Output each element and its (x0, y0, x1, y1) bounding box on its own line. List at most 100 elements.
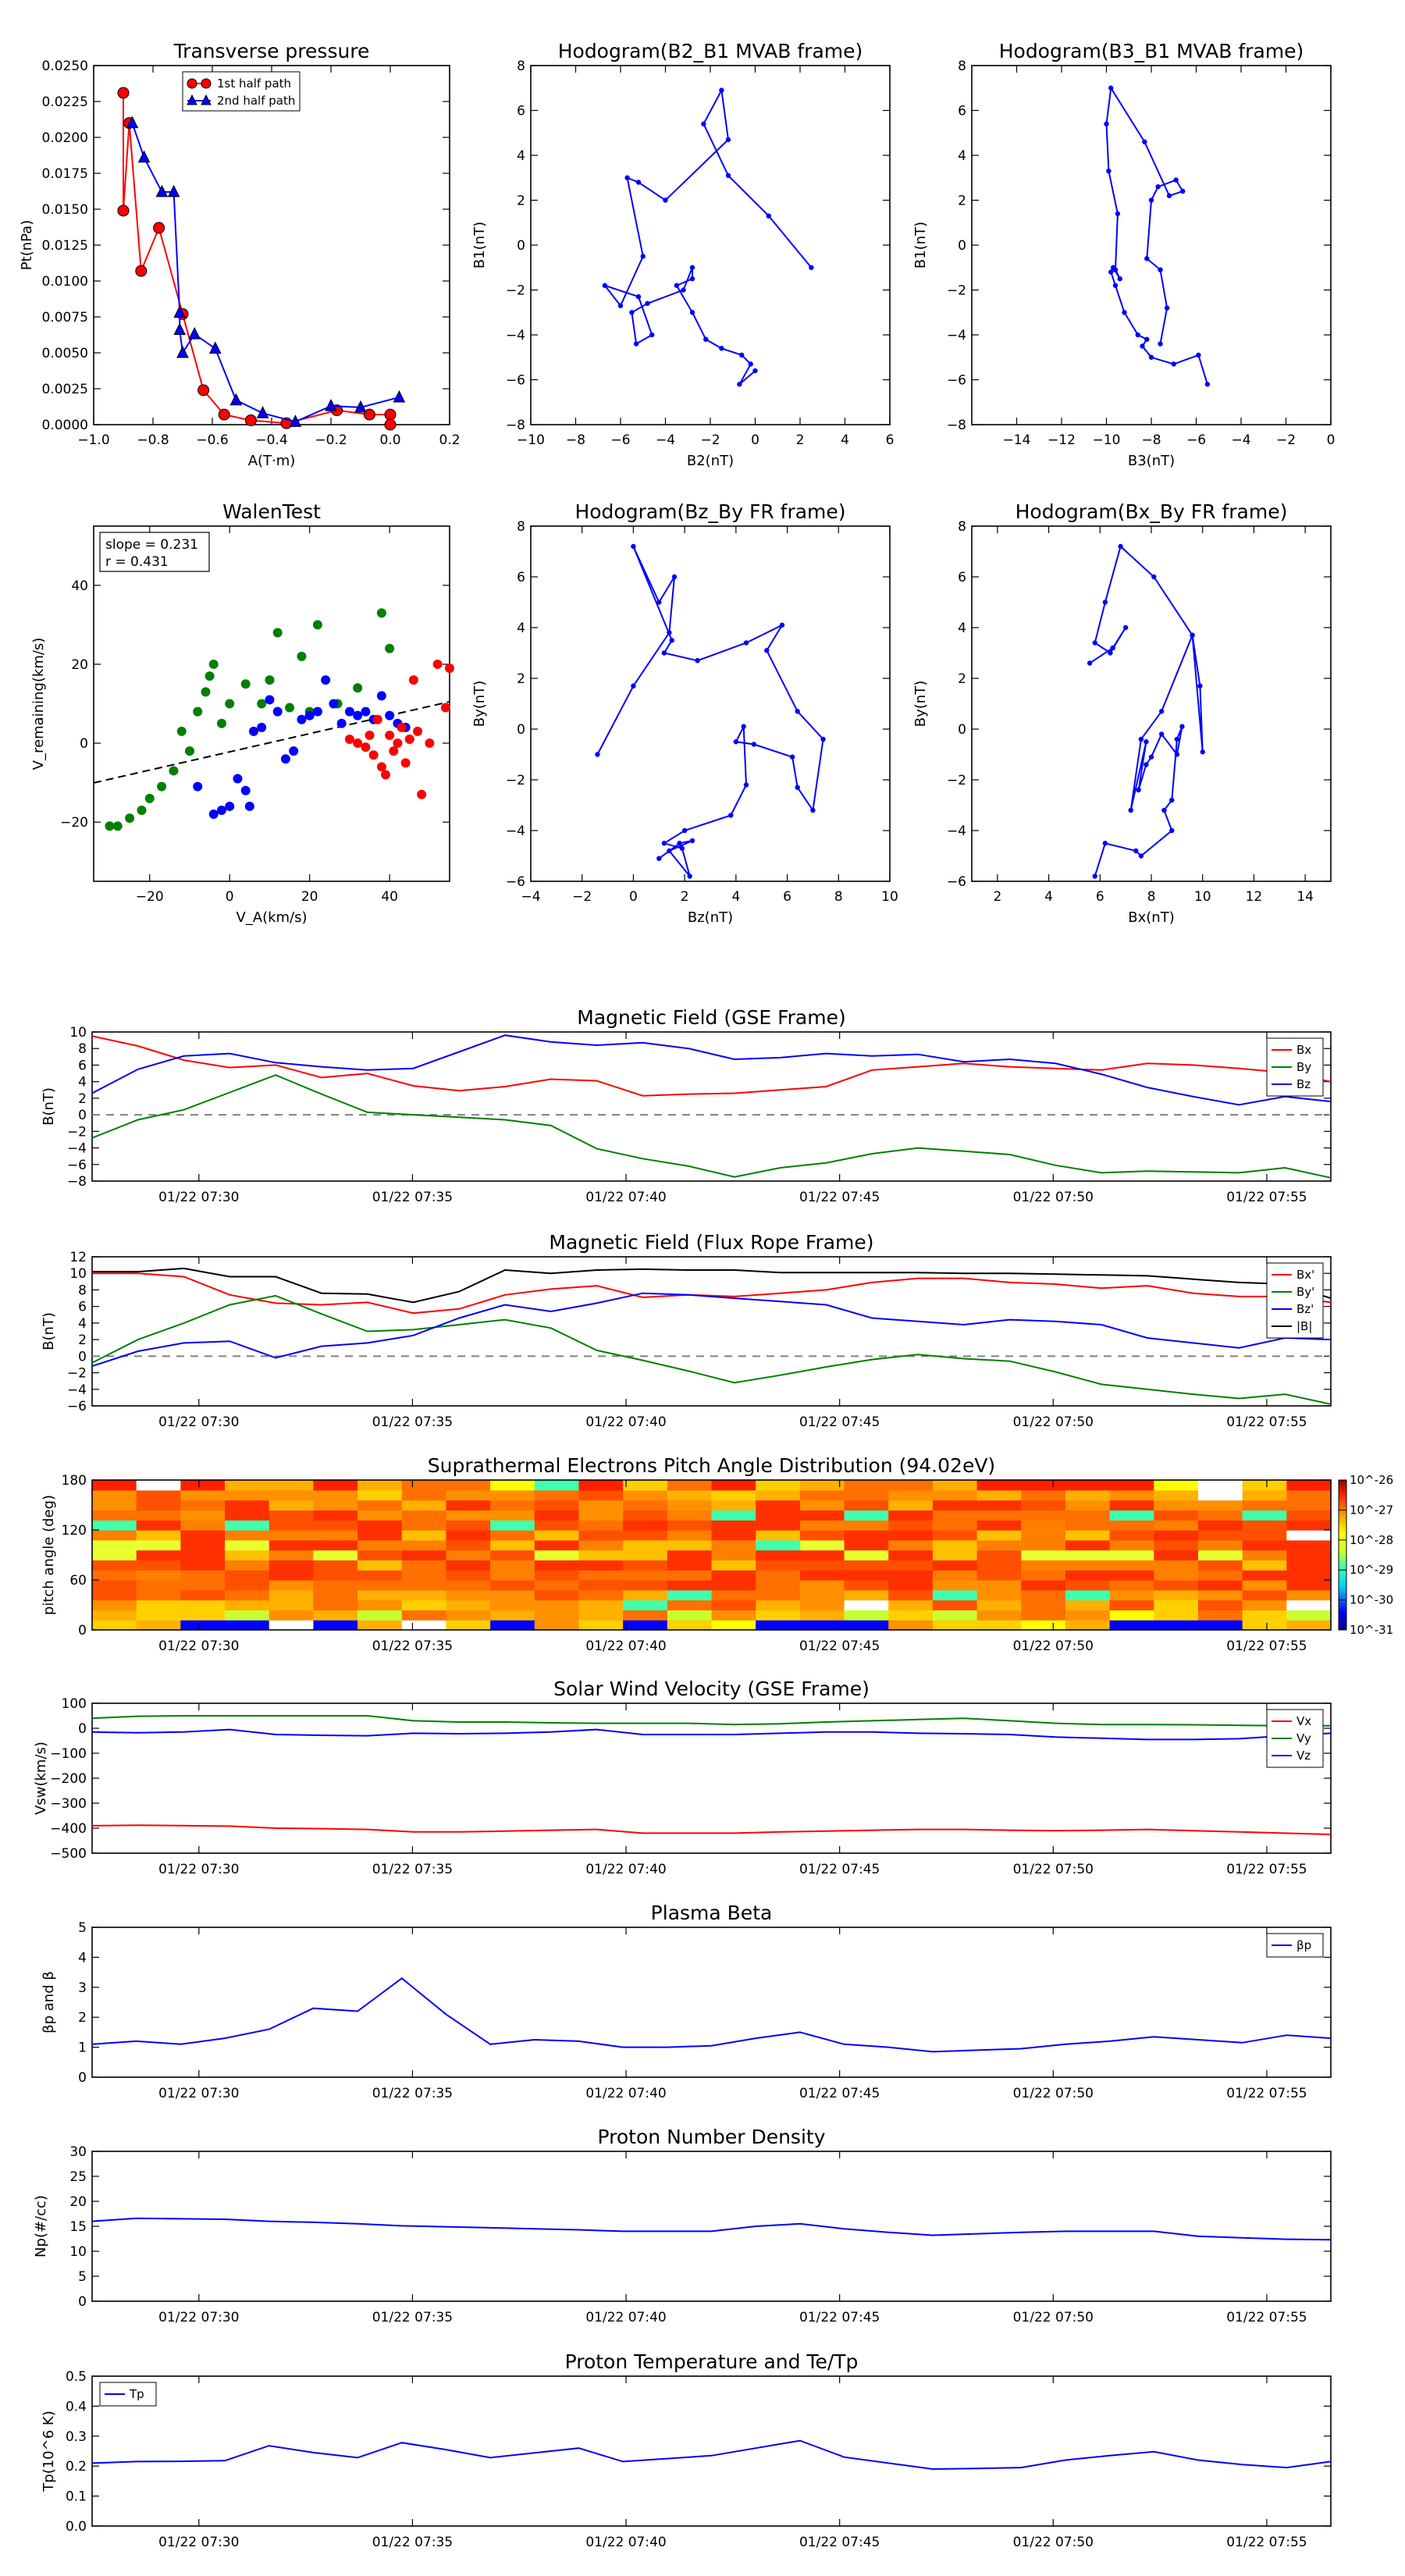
walen-xlabel: V_A(km/s) (236, 909, 307, 926)
pad-cell (932, 1520, 978, 1531)
bgse-legend-label: By (1297, 1060, 1311, 1074)
pad-cell (756, 1589, 801, 1601)
pad-cell (1109, 1580, 1154, 1591)
h13-point (1144, 256, 1150, 262)
hzy-point (595, 752, 600, 757)
pad-cell (136, 1550, 181, 1560)
pad-cell (578, 1610, 624, 1621)
hxy-point (1158, 731, 1165, 737)
pad-cell (799, 1530, 845, 1541)
pad-cell (711, 1539, 756, 1551)
vsw-time-tick-label: 01/22 07:40 (585, 1862, 666, 1877)
hxy-point (1102, 841, 1108, 846)
pad-cell (92, 1480, 137, 1491)
hxy-point (1118, 543, 1123, 550)
pad-cell (1021, 1480, 1066, 1491)
h13-point (1108, 85, 1114, 91)
pad-cell (667, 1510, 713, 1521)
pad-cell (401, 1620, 447, 1631)
pad-cell (1154, 1530, 1199, 1541)
panel-tpp: 0.0 0.1 0.2 0.3 0.4 0.5 01/22 07:30 01/22 07:35… (41, 2350, 1332, 2550)
pad-cell (313, 1620, 358, 1631)
hzy-ytick-label: 2 (517, 671, 525, 687)
np-ytick-label: 0 (78, 2294, 87, 2310)
pad-cell (357, 1570, 403, 1581)
hzy-point (689, 838, 695, 844)
hxy-point (1122, 624, 1129, 631)
pad-cell (844, 1599, 889, 1610)
hxy-point (1108, 650, 1113, 656)
h12-point (703, 336, 709, 342)
bgse-ytick-label: 8 (78, 1041, 87, 1057)
panel-h13: −8 −6 −4 −2 0 2 4 6 8 −14 −12 −10 −8 −6 −4 −2 0 Hodogram(… (912, 40, 1335, 469)
h13-point (1180, 188, 1186, 194)
pad-colorbar (1338, 1479, 1347, 1631)
pad-cell (578, 1500, 624, 1510)
walen-point-red (432, 659, 443, 669)
pad-cell (623, 1530, 668, 1541)
bfr-time-tick-label: 01/22 07:50 (1013, 1414, 1094, 1430)
pad-ytick-label: 120 (62, 1523, 87, 1539)
pad-cell (667, 1480, 713, 1491)
pad-cell (799, 1520, 845, 1531)
tp-point-triangle (167, 184, 180, 197)
pad-cell (932, 1589, 978, 1601)
pad-cell (1197, 1480, 1243, 1491)
bfr-ytick-label: 10 (69, 1266, 87, 1282)
pad-cell (490, 1500, 535, 1510)
beta-ytick-label: 1 (78, 2041, 87, 2056)
h13-ytick-label: 2 (958, 194, 966, 209)
hxy-xtick-label: 8 (1147, 889, 1156, 905)
hxy-point (1138, 736, 1144, 742)
pad-cell (888, 1550, 934, 1560)
hxy-point (1136, 787, 1141, 793)
walen-point-green (157, 781, 167, 792)
pad-cell (799, 1480, 845, 1491)
pad-cell (136, 1539, 181, 1551)
pad-cell (313, 1560, 358, 1571)
h12-point (629, 310, 635, 315)
pad-cell (1021, 1530, 1066, 1541)
beta-frame (91, 1927, 1332, 2078)
h13-point (1140, 343, 1145, 349)
h12-point (719, 346, 724, 351)
walen-point-red (393, 738, 403, 749)
walen-point-red (385, 730, 395, 740)
pad-cell (534, 1500, 580, 1510)
pad-cell (446, 1539, 491, 1551)
pad-cell (976, 1580, 1022, 1591)
h12-point (617, 303, 624, 308)
beta-ytick-label: 5 (78, 1920, 87, 1936)
pad-cell (1197, 1550, 1243, 1560)
h13-point (1112, 283, 1119, 288)
walen-point-green (208, 659, 219, 669)
h13-point (1196, 352, 1201, 358)
pad-cell (1154, 1480, 1199, 1491)
tp-point-triangle (256, 406, 269, 418)
h13-xtick-label: −10 (1093, 432, 1121, 448)
pad-cell (313, 1480, 358, 1491)
pad-cell (313, 1580, 358, 1591)
pad-cell (976, 1510, 1022, 1521)
pad-cell (180, 1489, 226, 1501)
pad-cell (756, 1489, 801, 1501)
pad-cell (888, 1610, 934, 1621)
beta-time-tick-label: 01/22 07:45 (799, 2086, 880, 2101)
hxy-title: Hodogram(Bx_By FR frame) (1016, 500, 1288, 523)
hxy-point (1144, 762, 1149, 767)
pad-cell (269, 1610, 314, 1621)
pad-cell (1242, 1489, 1287, 1501)
pad-cell (1197, 1489, 1243, 1501)
bgse-title: Magnetic Field (GSE Frame) (577, 1006, 845, 1029)
pad-cell (1021, 1599, 1066, 1610)
tp-point-triangle (208, 341, 222, 354)
pad-cell (1242, 1620, 1287, 1631)
pad-cell (756, 1599, 801, 1610)
h13-xtick-label: 0 (1327, 432, 1336, 448)
h12-ytick-label: −4 (506, 328, 525, 343)
pad-cell (756, 1539, 801, 1551)
walen-point-blue (344, 706, 354, 717)
walen-point-blue (376, 691, 386, 701)
